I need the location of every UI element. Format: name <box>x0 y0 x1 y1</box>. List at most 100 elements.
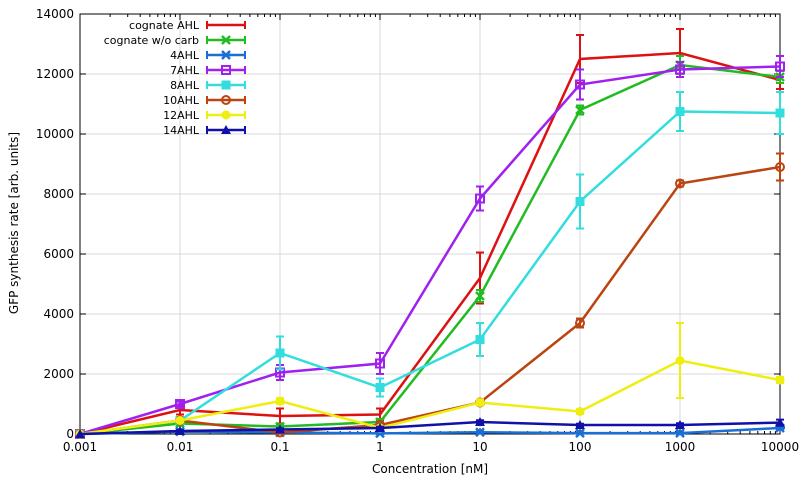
data-point <box>575 197 585 206</box>
grid <box>80 14 780 434</box>
error-bar <box>376 352 384 375</box>
legend-whisker <box>206 111 246 119</box>
legend-label: 4AHL <box>170 49 200 62</box>
data-point <box>175 399 185 409</box>
legend-whisker <box>206 21 246 29</box>
data-point <box>775 61 785 72</box>
data-point <box>775 162 785 172</box>
y-axis-label: GFP synthesis rate [arb. units] <box>7 132 21 314</box>
legend-whisker <box>206 126 246 134</box>
data-point <box>775 417 785 427</box>
series-line <box>79 359 781 436</box>
y-tick-label: 12000 <box>36 67 74 81</box>
legend-label: 10AHL <box>163 94 200 107</box>
data-point <box>575 428 585 438</box>
x-tick-label: 1 <box>376 440 384 454</box>
legend-whisker <box>206 36 246 44</box>
legend-label: 7AHL <box>170 64 200 77</box>
data-point <box>475 193 485 204</box>
error-bar <box>776 152 784 182</box>
legend-label: 12AHL <box>163 109 200 122</box>
y-tick-label: 2000 <box>43 367 74 381</box>
legend-item: 10AHL <box>163 94 246 107</box>
legend-item: 4AHL <box>170 49 246 62</box>
legend-label: 8AHL <box>170 79 200 92</box>
data-point <box>475 417 485 426</box>
data-point <box>175 426 185 435</box>
x-axis-label: Concentration [nM] <box>372 462 488 476</box>
data-point <box>475 335 485 344</box>
x-tick-label: 10000 <box>761 440 799 454</box>
error-bar <box>576 68 584 101</box>
data-point <box>575 420 585 429</box>
data-point <box>221 95 231 105</box>
data-point <box>575 407 585 416</box>
series-line <box>79 420 781 436</box>
legend-label: cognate w/o carb <box>104 34 199 47</box>
x-tick-label: 100 <box>569 440 592 454</box>
data-point <box>221 35 231 45</box>
series-14ahl <box>75 417 785 438</box>
legend-whisker <box>206 66 246 74</box>
y-tick-label: 6000 <box>43 247 74 261</box>
legend-label: cognate AHL <box>129 19 200 32</box>
series-line <box>79 110 781 436</box>
data-point <box>675 178 685 189</box>
data-point <box>221 110 231 120</box>
series-12ahl <box>75 322 785 439</box>
data-point <box>221 50 231 60</box>
data-point <box>275 424 285 434</box>
y-tick-label: 8000 <box>43 187 74 201</box>
x-tick-label: 1000 <box>665 440 696 454</box>
legend-label: 14AHL <box>163 124 200 137</box>
data-point <box>475 291 485 301</box>
data-point <box>275 348 285 358</box>
legend-whisker <box>206 51 246 59</box>
data-point <box>375 358 385 369</box>
data-point <box>575 105 585 115</box>
y-tick-label: 4000 <box>43 307 74 321</box>
error-bar <box>776 55 784 78</box>
legend-whisker <box>206 81 246 89</box>
data-point <box>675 356 685 365</box>
data-point <box>221 65 231 75</box>
data-point <box>675 420 685 429</box>
series-line <box>79 51 781 436</box>
data-point <box>221 80 231 90</box>
series-group <box>75 28 785 439</box>
data-point <box>775 375 785 385</box>
data-point <box>575 318 585 328</box>
data-point <box>175 416 185 425</box>
data-point <box>775 108 785 118</box>
series-line <box>79 165 781 436</box>
data-point <box>75 429 85 438</box>
data-point <box>221 125 231 134</box>
x-tick-label: 0.1 <box>270 440 289 454</box>
error-bar <box>176 400 184 408</box>
data-point <box>575 79 585 90</box>
legend-item: 7AHL <box>170 64 246 77</box>
data-point <box>275 396 285 406</box>
series-line <box>79 65 781 436</box>
legend-whisker <box>206 96 246 104</box>
data-point <box>675 64 685 75</box>
legend-item: cognate w/o carb <box>104 34 246 47</box>
data-point <box>675 107 685 116</box>
tick-labels: 0.001 0.01 0.1 1 10 100 1000 10000 0 2000 4000 6000… <box>36 7 799 454</box>
x-tick-label: 0.001 <box>63 440 97 454</box>
error-bar <box>476 185 484 212</box>
data-point <box>475 398 485 407</box>
legend-item: 8AHL <box>170 79 246 92</box>
data-point <box>375 383 385 392</box>
x-tick-label: 0.01 <box>167 440 194 454</box>
data-point <box>375 423 385 432</box>
legend-item: cognate AHL <box>129 19 246 32</box>
legend: cognate AHL cognate w/o carb 4AHL 7AHL 8AHL 1… <box>104 19 246 137</box>
x-tick-label: 10 <box>472 440 487 454</box>
y-tick-label: 0 <box>66 427 74 441</box>
legend-item: 12AHL <box>163 109 246 122</box>
y-tick-label: 14000 <box>36 7 74 21</box>
legend-item: 14AHL <box>163 124 246 137</box>
